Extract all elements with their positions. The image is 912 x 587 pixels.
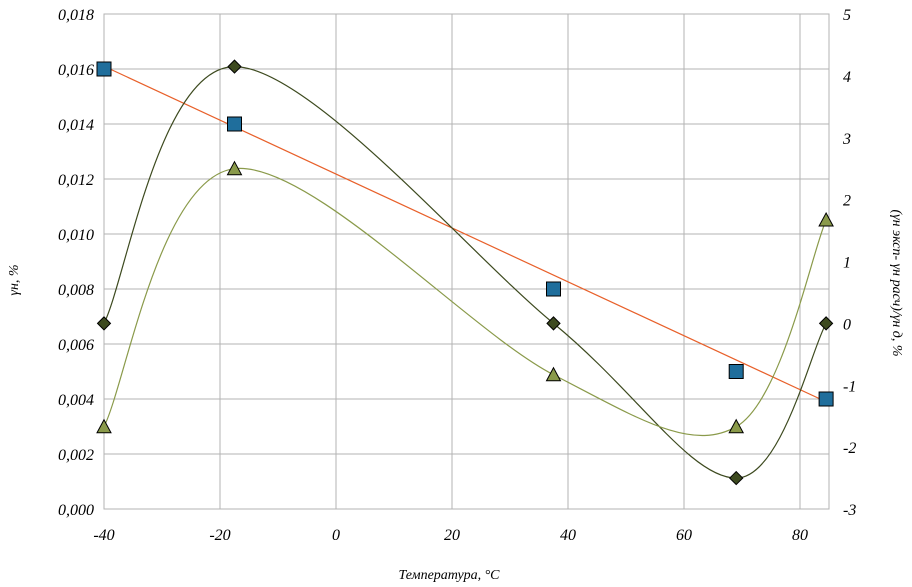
axes <box>103 13 830 510</box>
y-right-tick-label: 3 <box>842 131 851 148</box>
square-marker <box>227 116 242 132</box>
y-right-tick-label: 4 <box>843 69 851 86</box>
triangle-marker <box>96 418 112 434</box>
x-tick-label: 0 <box>332 527 340 544</box>
y-left-tick-label: 0,006 <box>58 337 94 354</box>
y-right-tick-label: -2 <box>843 440 856 457</box>
series-trend-line <box>103 65 827 403</box>
x-tick-label: 80 <box>792 527 808 544</box>
y-right-tick-label: 0 <box>843 316 851 333</box>
square-marker <box>546 281 561 297</box>
triangle-marker <box>545 366 562 382</box>
y-axis-left-title: γн, % <box>7 264 22 295</box>
x-tick-label: 40 <box>560 527 576 544</box>
square-marker <box>96 61 112 77</box>
grid <box>103 13 829 510</box>
y-left-tick-label: 0,012 <box>58 172 94 189</box>
x-tick-label: -20 <box>209 527 230 544</box>
triangle-marker <box>226 160 243 176</box>
y-axis-right-title: (γн эксп- γн расч)/γн д, % <box>889 209 904 356</box>
diamond-marker <box>546 316 561 331</box>
y-left-tick-label: 0,000 <box>58 502 94 519</box>
diamond-marker <box>227 59 242 74</box>
y-left-tick-label: 0,010 <box>58 227 94 244</box>
square-marker <box>818 391 834 407</box>
y-left-tick-label: 0,004 <box>58 392 94 409</box>
x-tick-label: 60 <box>676 527 692 544</box>
series-smooth-line-triangle <box>103 168 827 437</box>
plot-frame <box>103 13 830 510</box>
diamond-marker <box>728 470 744 486</box>
x-axis-title: Температура, °C <box>398 568 500 583</box>
x-tick-label: 20 <box>444 527 460 544</box>
diamond-marker <box>96 316 112 331</box>
y-left-tick-label: 0,018 <box>58 7 94 24</box>
y-left-tick-label: 0,016 <box>58 62 94 79</box>
x-tick-label: -40 <box>93 527 114 544</box>
diamond-marker <box>818 316 834 331</box>
y-right-tick-label: 1 <box>843 255 851 272</box>
y-left-tick-label: 0,014 <box>58 117 94 134</box>
y-right-tick-label: 2 <box>843 193 851 210</box>
y-right-tick-label: -1 <box>843 378 856 395</box>
triangle-marker <box>728 418 745 434</box>
triangle-marker <box>818 211 834 227</box>
y-right-tick-label: 5 <box>843 7 851 24</box>
series-lines <box>103 65 827 479</box>
y-left-tick-label: 0,002 <box>58 447 94 464</box>
series-markers <box>96 59 834 486</box>
y-left-tick-label: 0,008 <box>58 282 94 299</box>
square-marker <box>728 364 744 379</box>
y-right-tick-label: -3 <box>843 502 856 519</box>
tick-labels: 0,000 0,002 0,004 0,006 0,008 0,010 0,012 0,014… <box>58 7 856 544</box>
series-smooth-line-diamond <box>103 65 827 479</box>
